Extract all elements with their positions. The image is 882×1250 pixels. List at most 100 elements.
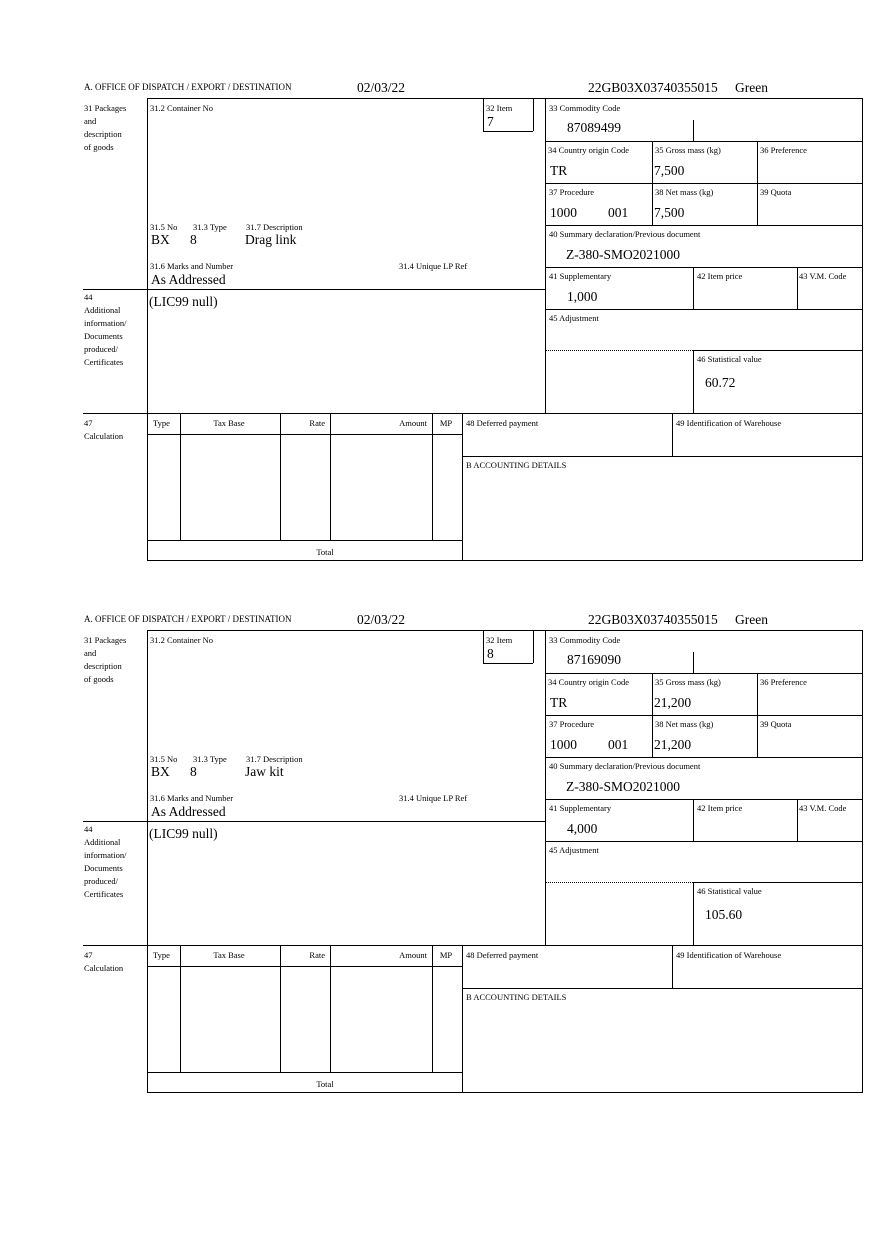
calc-column-header: MP bbox=[439, 950, 453, 960]
rule-line bbox=[483, 98, 484, 131]
calc-column-header: Rate bbox=[309, 418, 325, 428]
rule-line bbox=[147, 1092, 862, 1093]
country-origin-label: 34 Country origin Code bbox=[548, 677, 629, 687]
net-mass: 21,200 bbox=[654, 737, 692, 752]
box31-label: description bbox=[84, 661, 122, 671]
rule-line bbox=[147, 630, 148, 1093]
procedure-code: 1000 bbox=[550, 737, 577, 752]
rule-line bbox=[672, 413, 673, 456]
box44-label: Certificates bbox=[84, 357, 124, 367]
rule-line bbox=[545, 98, 546, 413]
box44-label: information/ bbox=[84, 850, 127, 860]
reference-number: 22GB03X03740355015 bbox=[588, 80, 718, 95]
rule-line bbox=[693, 882, 694, 945]
rule-line bbox=[545, 267, 862, 268]
box31-label: of goods bbox=[84, 674, 114, 684]
rule-line bbox=[797, 799, 798, 841]
rule-line bbox=[432, 413, 433, 540]
rule-line bbox=[483, 131, 533, 132]
goods-description: Drag link bbox=[245, 232, 297, 247]
unique-lp-ref-label: 31.4 Unique LP Ref bbox=[399, 261, 468, 271]
rule-line bbox=[693, 882, 862, 883]
date: 02/03/22 bbox=[357, 80, 406, 95]
gross-mass-label: 35 Gross mass (kg) bbox=[655, 677, 721, 687]
gross-mass-label: 35 Gross mass (kg) bbox=[655, 145, 721, 155]
description-label: 31.7 Description bbox=[246, 222, 303, 232]
box47-label: Calculation bbox=[84, 431, 124, 441]
unique-lp-ref-label: 31.4 Unique LP Ref bbox=[399, 793, 468, 803]
packages-no-label: 31.5 No bbox=[150, 754, 178, 764]
statistical-value-label: 46 Statistical value bbox=[697, 886, 762, 896]
procedure-label: 37 Procedure bbox=[549, 719, 595, 729]
procedure-label: 37 Procedure bbox=[549, 187, 595, 197]
additional-information: (LIC99 null) bbox=[149, 826, 218, 841]
box44-label: Additional bbox=[84, 837, 121, 847]
calc-column-header: Rate bbox=[309, 950, 325, 960]
item-number: 8 bbox=[487, 646, 494, 661]
rule-line bbox=[862, 98, 863, 561]
box44-label: Certificates bbox=[84, 889, 124, 899]
supplementary-label: 41 Supplementary bbox=[549, 803, 612, 813]
rule-line bbox=[545, 350, 693, 351]
box44-label: produced/ bbox=[84, 344, 118, 354]
rule-line bbox=[797, 267, 798, 309]
box47-label: 47 bbox=[84, 950, 93, 960]
net-mass-label: 38 Net mass (kg) bbox=[655, 187, 714, 197]
rule-line bbox=[83, 945, 862, 946]
procedure-code: 1000 bbox=[550, 205, 577, 220]
packages-no: BX bbox=[151, 764, 170, 779]
rule-line bbox=[545, 841, 862, 842]
quota-label: 39 Quota bbox=[760, 187, 792, 197]
route-colour: Green bbox=[735, 80, 768, 95]
rule-line bbox=[862, 630, 863, 1093]
box47-label: 47 bbox=[84, 418, 93, 428]
statistical-value: 60.72 bbox=[705, 375, 736, 390]
box31-label: and bbox=[84, 116, 97, 126]
rule-line bbox=[652, 673, 653, 757]
rule-line bbox=[147, 98, 148, 561]
packages-type: 8 bbox=[190, 232, 197, 247]
item-number: 7 bbox=[487, 114, 494, 129]
rule-line bbox=[432, 945, 433, 1072]
item-label: 32 Item bbox=[486, 103, 513, 113]
box47-label: Calculation bbox=[84, 963, 124, 973]
rule-line bbox=[545, 225, 862, 226]
packages-no: BX bbox=[151, 232, 170, 247]
adjustment-label: 45 Adjustment bbox=[549, 313, 599, 323]
deferred-payment-label: 48 Deferred payment bbox=[466, 950, 539, 960]
rule-line bbox=[147, 1072, 462, 1073]
previous-document: Z-380-SMO2021000 bbox=[566, 779, 680, 794]
supplementary-units: 1,000 bbox=[567, 289, 598, 304]
rule-line bbox=[533, 98, 534, 131]
quota-label: 39 Quota bbox=[760, 719, 792, 729]
rule-line bbox=[652, 141, 653, 225]
deferred-payment-label: 48 Deferred payment bbox=[466, 418, 539, 428]
box44-label: information/ bbox=[84, 318, 127, 328]
rule-line bbox=[180, 413, 181, 540]
marks-value: As Addressed bbox=[151, 272, 226, 287]
box31-label: description bbox=[84, 129, 122, 139]
item-label: 32 Item bbox=[486, 635, 513, 645]
vm-code-label: 43 V.M. Code bbox=[799, 803, 847, 813]
box44-label: 44 bbox=[84, 824, 93, 834]
rule-line bbox=[693, 267, 694, 309]
rule-line bbox=[693, 120, 694, 141]
total-label: Total bbox=[316, 1079, 334, 1089]
gross-mass: 21,200 bbox=[654, 695, 692, 710]
box31-label: 31 Packages bbox=[84, 103, 127, 113]
item-price-label: 42 Item price bbox=[697, 271, 743, 281]
rule-line bbox=[545, 350, 546, 413]
box31-label: and bbox=[84, 648, 97, 658]
rule-line bbox=[545, 630, 546, 945]
net-mass-label: 38 Net mass (kg) bbox=[655, 719, 714, 729]
calc-column-header: Amount bbox=[399, 950, 427, 960]
rule-line bbox=[330, 945, 331, 1072]
calc-column-header: Type bbox=[153, 950, 170, 960]
warehouse-label: 49 Identification of Warehouse bbox=[676, 950, 782, 960]
rule-line bbox=[693, 350, 862, 351]
box44-label: 44 bbox=[84, 292, 93, 302]
rule-line bbox=[545, 715, 862, 716]
calc-column-header: Tax Base bbox=[213, 950, 245, 960]
commodity-code-label: 33 Commodity Code bbox=[549, 635, 621, 645]
preference-label: 36 Preference bbox=[760, 677, 807, 687]
